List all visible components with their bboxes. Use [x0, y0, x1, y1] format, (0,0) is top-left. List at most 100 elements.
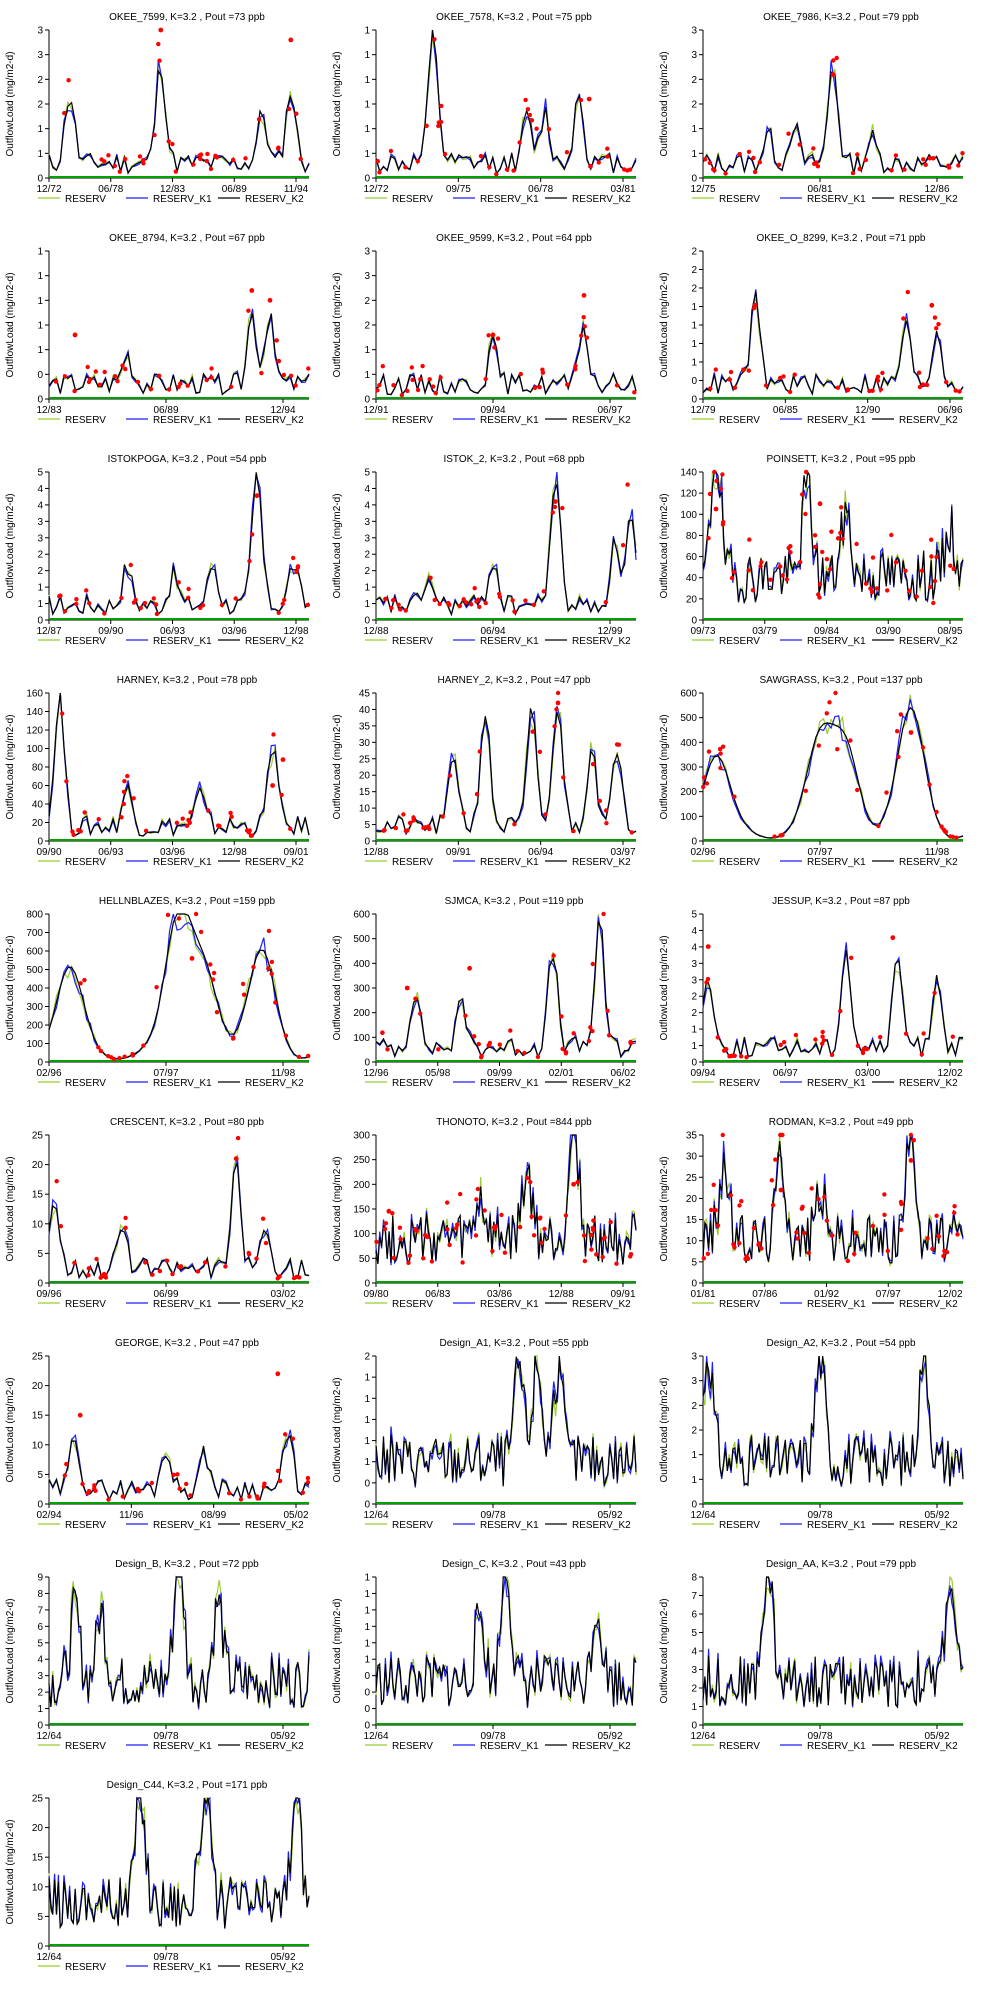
y-tick-label: 5 [364, 468, 370, 479]
observation-point [457, 603, 462, 609]
observation-point [828, 566, 833, 572]
y-tick-label: 15 [32, 1190, 44, 1201]
observation-point [152, 132, 157, 138]
observation-point [586, 96, 592, 102]
x-tick-label: 05/02 [283, 1510, 308, 1521]
observation-point [704, 781, 710, 786]
observation-point [720, 744, 726, 749]
y-tick-label: 15 [32, 1853, 44, 1864]
legend-label: RESERV_K1 [807, 415, 866, 426]
y-tick-label: 2 [37, 75, 43, 86]
x-tick-label: 12/96 [363, 1068, 388, 1079]
observation-point [511, 168, 516, 173]
observation-point [106, 1053, 111, 1059]
y-tick-label: 0 [364, 395, 370, 406]
observation-point [455, 1222, 460, 1227]
observation-point [763, 383, 769, 388]
y-tick-label: 0 [37, 1279, 43, 1290]
chart-svg: GEORGE, K=3.2 , Pout =47 ppb 0 5 10 15 20 25 Ou… [5, 1338, 311, 1531]
series-reserv-k1-line [48, 1157, 310, 1281]
x-tick-label: 12/83 [36, 405, 61, 416]
y-tick-label: 10 [359, 804, 371, 815]
observation-point [797, 142, 802, 147]
x-tick-label: 12/90 [855, 405, 880, 416]
observation-point [137, 154, 143, 159]
series-reserv-k2-line [48, 913, 310, 1060]
observation-point [729, 575, 735, 581]
x-tick-label: 02/94 [36, 1510, 61, 1521]
observation-point [294, 111, 299, 116]
observation-point [249, 288, 255, 293]
observation-point [848, 738, 853, 743]
observation-point [82, 810, 87, 815]
observation-point [291, 555, 296, 561]
y-tick-label: 3 [364, 271, 370, 282]
observation-point [492, 345, 497, 350]
x-tick-label: 06/83 [425, 1289, 450, 1300]
observation-point [890, 935, 896, 941]
chart-svg: OKEE_7986, K=3.2 , Pout =79 ppb 0 1 1 2 2 3 3 Ou… [659, 12, 965, 205]
observation-point [246, 308, 251, 313]
y-tick-label: 1 [364, 1436, 370, 1447]
observation-point [288, 37, 294, 43]
y-tick-label: 2 [37, 566, 43, 577]
observation-point [502, 1250, 508, 1255]
x-tick-label: 06/94 [480, 626, 505, 637]
chart-svg: HELLNBLAZES, K=3.2 , Pout =159 ppb 0 100 20… [5, 896, 311, 1089]
legend-label: RESERV [392, 415, 433, 426]
observation-point [92, 1483, 97, 1488]
x-tick-label: 12/91 [363, 405, 388, 416]
observation-point [555, 690, 561, 696]
observation-point [878, 1034, 883, 1040]
observation-point [712, 168, 717, 173]
series-reserv-k1-line [702, 471, 964, 604]
observation-point [614, 383, 620, 388]
x-tick-label: 06/89 [153, 405, 178, 416]
y-tick-label: 20 [686, 594, 698, 605]
observation-point [123, 1215, 128, 1221]
observation-point [266, 928, 272, 934]
observation-point [427, 377, 432, 382]
y-tick-label: 1 [364, 149, 370, 160]
observation-point [74, 601, 79, 607]
series-reserv-k1-line [375, 471, 637, 617]
observation-point [936, 322, 941, 327]
observation-point [527, 112, 532, 118]
series-reserv-line [702, 694, 964, 839]
observation-point [746, 368, 751, 373]
y-tick-label: 0 [691, 376, 697, 387]
observation-point [432, 37, 437, 42]
observation-point [298, 156, 303, 162]
observation-point [530, 729, 535, 734]
observation-point [430, 384, 436, 389]
observation-point [195, 1269, 201, 1274]
observation-point [622, 167, 627, 172]
observation-point [829, 529, 834, 534]
observation-point [537, 385, 542, 390]
chart-svg: Design_C44, K=3.2 , Pout =171 ppb 0 5 10 15 2… [5, 1780, 310, 1973]
observation-point [275, 1468, 281, 1474]
observation-point [382, 1226, 388, 1232]
observation-point [934, 809, 939, 815]
observation-point [148, 386, 153, 392]
observation-point [219, 602, 225, 608]
observation-point [103, 1275, 109, 1280]
observation-point [290, 1436, 296, 1441]
y-tick-label: 1 [691, 1475, 697, 1486]
observation-point [839, 505, 844, 510]
y-tick-label: 10 [32, 1440, 44, 1451]
observation-point [579, 333, 584, 338]
series-reserv-k2-line [375, 1355, 637, 1486]
y-axis-label: OutflowLoad (mg/m2-d) [332, 1156, 343, 1261]
chart-title: ISTOKPOGA, K=3.2 , Pout =54 ppb [108, 454, 267, 465]
y-tick-label: 30 [686, 1152, 698, 1163]
observation-point [529, 118, 535, 123]
observation-point [142, 600, 148, 606]
observation-point [510, 598, 515, 603]
y-tick-label: 0 [37, 1721, 43, 1732]
y-tick-label: 600 [680, 689, 697, 700]
observation-point [889, 532, 894, 538]
observation-point [538, 1215, 543, 1220]
observation-point [925, 1236, 930, 1241]
x-tick-label: 05/92 [270, 1731, 295, 1742]
